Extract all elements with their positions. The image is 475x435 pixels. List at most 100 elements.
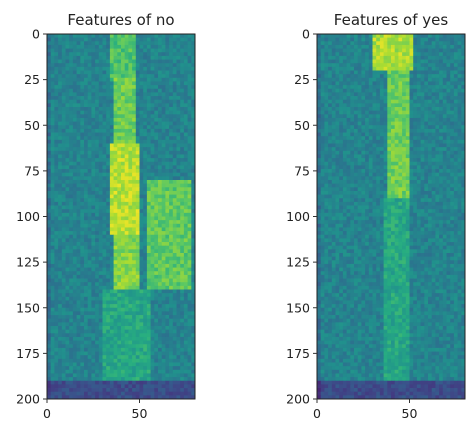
heatmap-cell: [65, 253, 70, 258]
heatmap-cell: [146, 238, 151, 243]
heatmap-cell: [102, 227, 107, 232]
heatmap-cell: [95, 41, 100, 46]
heatmap-cell: [176, 256, 181, 261]
heatmap-cell: [172, 278, 177, 283]
heatmap-cell: [47, 253, 52, 258]
heatmap-cell: [135, 190, 140, 195]
heatmap-cell: [132, 165, 137, 170]
heatmap-cell: [439, 85, 444, 90]
heatmap-cell: [154, 384, 159, 389]
heatmap-cell: [80, 172, 85, 177]
heatmap-cell: [84, 48, 89, 53]
heatmap-cell: [117, 216, 122, 221]
heatmap-cell: [320, 34, 325, 39]
heatmap-cell: [54, 150, 59, 155]
heatmap-cell: [379, 37, 384, 42]
heatmap-cell: [80, 227, 85, 232]
heatmap-cell: [457, 81, 462, 86]
heatmap-cell: [146, 384, 151, 389]
heatmap-cell: [54, 143, 59, 148]
heatmap-cell: [102, 282, 107, 287]
heatmap-cell: [87, 92, 92, 97]
heatmap-cell: [109, 300, 114, 305]
heatmap-cell: [331, 110, 336, 115]
heatmap-cell: [128, 107, 133, 112]
heatmap-cell: [50, 121, 55, 126]
heatmap-cell: [80, 143, 85, 148]
heatmap-cell: [80, 103, 85, 108]
heatmap-cell: [84, 351, 89, 356]
heatmap-cell: [450, 81, 455, 86]
heatmap-cell: [58, 366, 63, 371]
heatmap-cell: [106, 212, 111, 217]
heatmap-cell: [95, 307, 100, 312]
heatmap-cell: [191, 231, 196, 236]
heatmap-cell: [121, 326, 126, 331]
heatmap-cell: [84, 194, 89, 199]
heatmap-cell: [121, 110, 126, 115]
heatmap-cell: [61, 180, 66, 185]
heatmap-cell: [342, 103, 347, 108]
heatmap-cell: [65, 59, 70, 64]
heatmap-cell: [187, 198, 192, 203]
heatmap-cell: [165, 139, 170, 144]
heatmap-cell: [109, 369, 114, 374]
heatmap-cell: [416, 48, 421, 53]
heatmap-cell: [124, 169, 129, 174]
heatmap-cell: [113, 223, 118, 228]
heatmap-cell: [61, 311, 66, 316]
heatmap-cell: [95, 81, 100, 86]
heatmap-cell: [109, 180, 114, 185]
heatmap-cell: [80, 158, 85, 163]
heatmap-cell: [176, 136, 181, 141]
heatmap-cell: [450, 96, 455, 101]
heatmap-cell: [453, 114, 458, 119]
heatmap-cell: [324, 114, 329, 119]
heatmap-cell: [87, 158, 92, 163]
heatmap-cell: [121, 238, 126, 243]
heatmap-cell: [409, 114, 414, 119]
heatmap-cell: [161, 285, 166, 290]
heatmap-cell: [91, 234, 96, 239]
heatmap-cell: [161, 114, 166, 119]
heatmap-cell: [58, 307, 63, 312]
heatmap-cell: [91, 267, 96, 272]
heatmap-cell: [91, 158, 96, 163]
heatmap-cell: [350, 66, 355, 71]
heatmap-cell: [106, 336, 111, 341]
heatmap-cell: [172, 70, 177, 75]
heatmap-cell: [98, 300, 103, 305]
heatmap-cell: [143, 194, 148, 199]
heatmap-cell: [65, 388, 70, 393]
heatmap-cell: [58, 114, 63, 119]
heatmap-cell: [191, 340, 196, 345]
heatmap-cell: [428, 41, 433, 46]
heatmap-cell: [172, 125, 177, 130]
heatmap-cell: [128, 293, 133, 298]
heatmap-cell: [154, 362, 159, 367]
heatmap-cell: [394, 63, 399, 68]
heatmap-cell: [361, 55, 366, 60]
heatmap-cell: [124, 194, 129, 199]
heatmap-cell: [176, 37, 181, 42]
heatmap-cell: [143, 369, 148, 374]
heatmap-cell: [109, 260, 114, 265]
heatmap-cell: [61, 227, 66, 232]
heatmap-cell: [372, 99, 377, 104]
heatmap-cell: [457, 110, 462, 115]
heatmap-cell: [154, 373, 159, 378]
heatmap-cell: [187, 158, 192, 163]
heatmap-cell: [98, 373, 103, 378]
heatmap-cell: [324, 41, 329, 46]
heatmap-cell: [65, 205, 70, 210]
heatmap-cell: [121, 362, 126, 367]
heatmap-cell: [439, 70, 444, 75]
heatmap-cell: [176, 209, 181, 214]
heatmap-cell: [180, 220, 185, 225]
heatmap-cell: [335, 92, 340, 97]
heatmap-cell: [169, 48, 174, 53]
heatmap-cell: [109, 318, 114, 323]
heatmap-cell: [47, 293, 52, 298]
heatmap-cell: [158, 256, 163, 261]
heatmap-cell: [146, 121, 151, 126]
